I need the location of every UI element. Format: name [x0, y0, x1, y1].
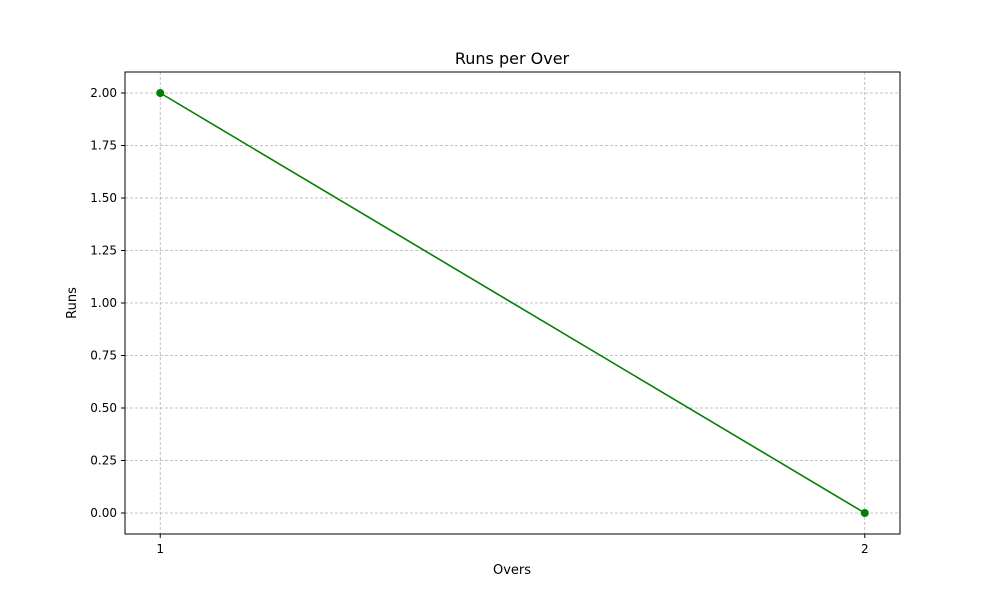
axis-ticks: 0.00 0.25 0.50 0.75 1.00 1.25 1.50 1.75 2.00 1 2	[90, 86, 868, 556]
y-tick-label: 1.25	[90, 244, 117, 258]
y-tick-label: 0.50	[90, 401, 117, 415]
series-layer	[156, 89, 869, 517]
x-tick-label: 2	[861, 542, 869, 556]
y-tick-label: 0.00	[90, 506, 117, 520]
y-tick-label: 2.00	[90, 86, 117, 100]
series-line	[159, 92, 866, 514]
y-tick-label: 1.50	[90, 191, 117, 205]
y-tick-label: 0.25	[90, 454, 117, 468]
data-point	[156, 89, 165, 97]
grid-lines	[125, 72, 900, 534]
x-tick-label: 1	[156, 542, 164, 556]
x-axis-title: Overs	[493, 563, 531, 578]
data-point	[860, 509, 869, 517]
y-tick-label: 1.00	[90, 296, 117, 310]
chart-title: Runs per Over	[455, 49, 570, 68]
y-tick-label: 1.75	[90, 139, 117, 153]
y-axis-title: Runs	[65, 287, 80, 319]
y-tick-label: 0.75	[90, 349, 117, 363]
